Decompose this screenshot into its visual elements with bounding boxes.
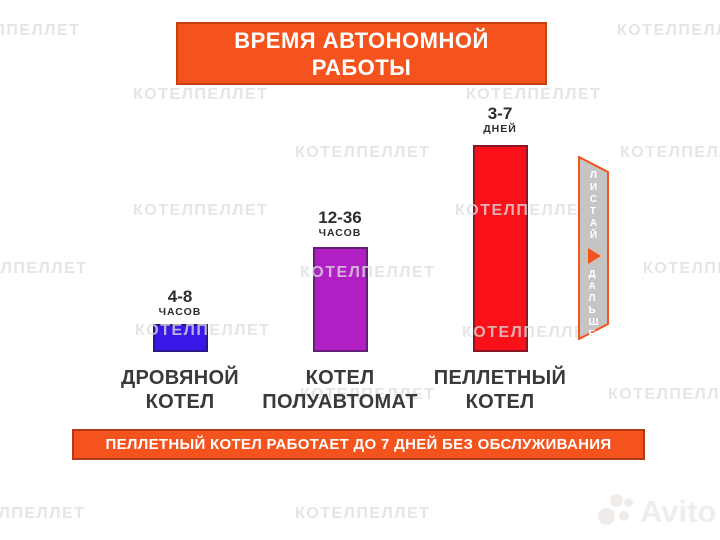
value-label-wood: 4-8 ЧАСОВ <box>120 288 240 319</box>
brand-watermark: КОТЕЛПЕЛЛЕТ <box>300 264 436 281</box>
value-range: 12-36 <box>318 208 362 227</box>
ribbon-letter: Л <box>588 293 596 304</box>
brand-watermark: КОТЕЛПЕЛЛЕТ <box>455 202 591 219</box>
value-unit: ЧАСОВ <box>318 227 362 239</box>
brand-watermark: КОТЕЛПЕЛЛЕТ <box>643 260 720 277</box>
category-label-semiauto: КОТЕЛ ПОЛУАВТОМАТ <box>240 366 440 414</box>
value-unit: ЧАСОВ <box>158 306 202 318</box>
brand-watermark: КОТЕЛПЕЛЛЕТ <box>0 505 86 522</box>
ribbon-letter: Е <box>588 329 596 340</box>
page-title-line1: ВРЕМЯ АВТОНОМНОЙ <box>234 27 489 53</box>
value-label-semiauto: 12-36 ЧАСОВ <box>280 209 400 240</box>
value-range: 3-7 <box>487 104 513 123</box>
category-line: ДРОВЯНОЙ <box>121 367 239 389</box>
avito-watermark-text: Avito <box>640 494 717 529</box>
bar-semiauto-boiler <box>313 247 368 352</box>
value-unit: ДНЕЙ <box>483 123 517 135</box>
brand-watermark: КОТЕЛПЕЛЛЕТ <box>617 22 720 39</box>
ribbon-letter: А <box>588 281 596 292</box>
footer-statement-banner: ПЕЛЛЕТНЫЙ КОТЕЛ РАБОТАЕТ ДО 7 ДНЕЙ БЕЗ О… <box>72 429 645 460</box>
footer-statement-text: ПЕЛЛЕТНЫЙ КОТЕЛ РАБОТАЕТ ДО 7 ДНЕЙ БЕЗ О… <box>105 436 612 453</box>
brand-watermark: КОТЕЛПЕЛЛЕТ <box>620 144 720 161</box>
category-line: КОТЕЛ <box>465 391 535 413</box>
right-triangle-icon <box>588 248 601 264</box>
brand-watermark: КОТЕЛПЕЛЛЕТ <box>608 386 720 403</box>
value-range: 4-8 <box>167 287 193 306</box>
ribbon-letter: Т <box>589 206 596 217</box>
ribbon-letter: Д <box>588 269 596 280</box>
category-line: ПЕЛЛЕТНЫЙ <box>433 367 567 389</box>
page-title-line2: РАБОТЫ <box>311 54 412 80</box>
brand-watermark: КОТЕЛПЕЛЛЕТ <box>0 260 88 277</box>
brand-watermark: КОТЕЛПЕЛЛЕТ <box>0 22 81 39</box>
brand-watermark: КОТЕЛПЕЛЛЕТ <box>133 202 269 219</box>
category-line: КОТЕЛ <box>305 367 375 389</box>
avito-logo-circle-icon <box>619 511 629 521</box>
ribbon-letter: Й <box>589 230 598 241</box>
ribbon-letter: Л <box>589 170 597 181</box>
value-label-pellet: 3-7 ДНЕЙ <box>440 105 560 136</box>
bar-pellet-boiler <box>473 145 528 352</box>
avito-logo-circle-icon <box>624 498 633 507</box>
ribbon-letter: С <box>589 194 598 205</box>
brand-watermark: КОТЕЛПЕЛЛЕТ <box>466 86 602 103</box>
ribbon-letter: Ш <box>588 317 599 328</box>
category-label-wood: ДРОВЯНОЙ КОТЕЛ <box>100 366 260 414</box>
avito-watermark-logo: Avito <box>596 492 720 538</box>
category-line: ПОЛУАВТОМАТ <box>262 391 418 413</box>
bar-wood-boiler <box>153 324 208 352</box>
brand-watermark: КОТЕЛПЕЛЛЕТ <box>135 322 271 339</box>
brand-watermark: КОТЕЛПЕЛЛЕТ <box>300 386 436 403</box>
brand-watermark: КОТЕЛПЕЛЛЕТ <box>295 144 431 161</box>
category-line: КОТЕЛ <box>145 391 215 413</box>
category-label-pellet: ПЕЛЛЕТНЫЙ КОТЕЛ <box>410 366 590 414</box>
ribbon-letter: Ь <box>588 305 596 316</box>
header-title-banner: ВРЕМЯ АВТОНОМНОЙ РАБОТЫ <box>176 22 547 85</box>
ribbon-letter: И <box>589 182 598 193</box>
ribbon-letter: А <box>589 218 598 229</box>
avito-logo-circle-icon <box>598 508 615 525</box>
avito-logo-circle-icon <box>610 494 623 507</box>
brand-watermark: КОТЕЛПЕЛЛЕТ <box>133 86 269 103</box>
brand-watermark: КОТЕЛПЕЛЛЕТ <box>462 324 598 341</box>
brand-watermark: КОТЕЛПЕЛЛЕТ <box>295 505 431 522</box>
